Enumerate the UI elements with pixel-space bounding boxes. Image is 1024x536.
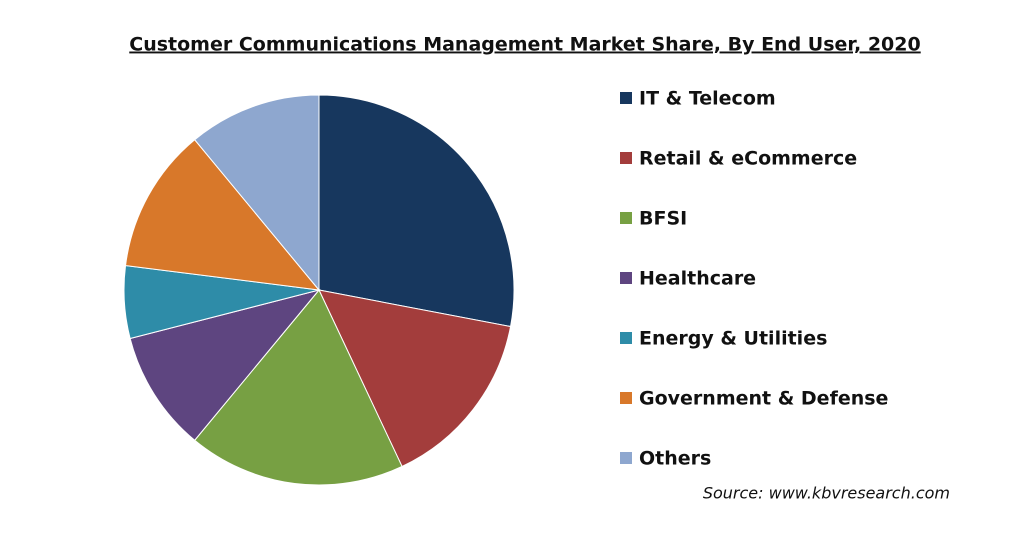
source-note: Source: www.kbvresearch.com [703, 484, 950, 503]
legend-swatch [620, 452, 632, 464]
legend-swatch [620, 272, 632, 284]
legend-swatch [620, 332, 632, 344]
legend-label: IT & Telecom [639, 88, 776, 110]
legend-swatch [620, 212, 632, 224]
legend-swatch [620, 92, 632, 104]
pie-slice [129, 289, 321, 441]
legend-label: Others [639, 448, 711, 470]
legend-label: Energy & Utilities [639, 328, 827, 350]
pie-slice [318, 289, 512, 468]
pie-slice [124, 139, 321, 291]
legend-label: Healthcare [639, 268, 756, 290]
pie-slice [193, 94, 320, 292]
pie-slice [318, 94, 515, 328]
legend-label: Retail & eCommerce [639, 148, 857, 170]
chart-title: Customer Communications Management Marke… [129, 34, 920, 56]
pie-slice [193, 289, 403, 486]
legend-swatch [620, 152, 632, 164]
legend-swatch [620, 392, 632, 404]
legend-label: BFSI [639, 208, 687, 230]
legend-label: Government & Defense [639, 388, 888, 410]
